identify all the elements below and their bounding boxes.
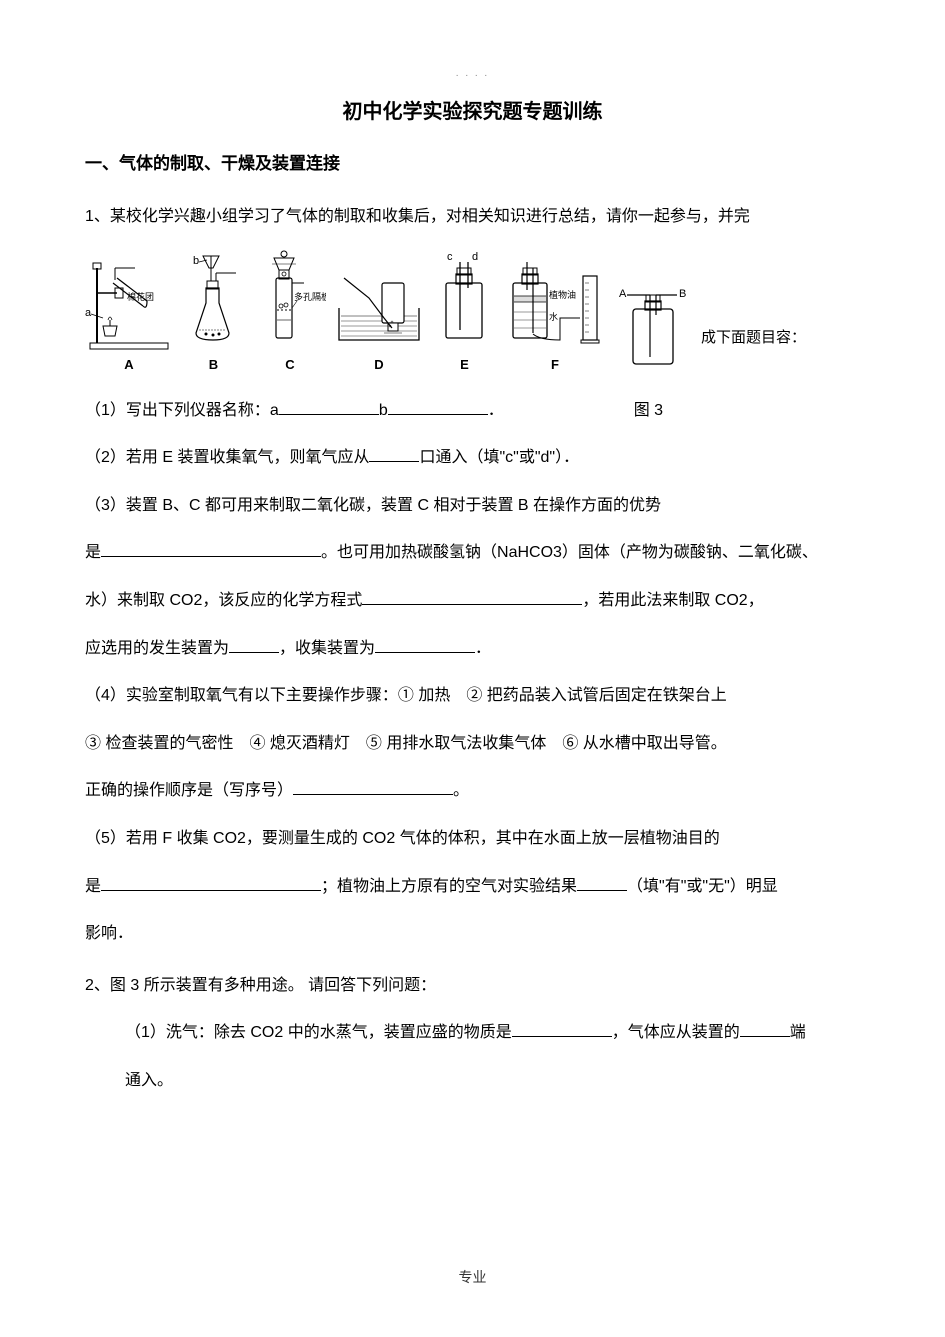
- blank: [369, 446, 419, 462]
- q1-3-line1: （3）装置 B、C 都可用来制取二氧化碳，装置 C 相对于装置 B 在操作方面的…: [85, 485, 860, 527]
- diagram-a-label: A: [124, 357, 133, 372]
- q1-5-l2-pre: 是: [85, 878, 101, 895]
- diagram-c: 多孔隔板 C: [254, 248, 326, 372]
- q2-intro: 2、图 3 所示装置有多种用途。 请回答下列问题：: [85, 965, 860, 1007]
- diagram-e: c d E: [432, 248, 497, 372]
- blank: [279, 399, 379, 415]
- diagram-a: 棉花团 a A: [85, 248, 173, 372]
- q1-5-line2: 是 ；植物油上方原有的空气对实验结果 （填"有"或"无"）明显: [85, 866, 860, 908]
- diagram-e-label: E: [460, 357, 469, 372]
- q2-1-cont: 通入。: [85, 1060, 860, 1102]
- q2-1-pre: （1）洗气：除去 CO2 中的水蒸气，装置应盛的物质是: [125, 1024, 512, 1041]
- diagram-g: A B: [613, 277, 693, 372]
- q1-5-l2-mid: ；植物油上方原有的空气对实验结果: [321, 878, 577, 895]
- diagram-b-label: B: [209, 357, 218, 372]
- q1-3-line4: 应选用的发生装置为 ，收集装置为 ．: [85, 628, 860, 670]
- blank: [577, 875, 627, 891]
- q2-1-end: 端: [790, 1024, 806, 1041]
- svg-text:c: c: [447, 251, 453, 263]
- q1-2: （2）若用 E 装置收集氧气，则氧气应从 口通入（填"c"或"d"）．: [85, 437, 860, 479]
- svg-text:a: a: [85, 307, 92, 319]
- diagram-f: 植物油 水 F: [505, 248, 605, 372]
- q2-1: （1）洗气：除去 CO2 中的水蒸气，装置应盛的物质是 ，气体应从装置的 端: [85, 1012, 860, 1054]
- q1-1-pre: （1）写出下列仪器名称：a: [85, 402, 279, 419]
- blank: [293, 779, 453, 795]
- q1-intro: 1、某校化学兴趣小组学习了气体的制取和收集后，对相关知识进行总结，请你一起参与，…: [85, 196, 860, 238]
- q1-5-line3: 影响．: [85, 913, 860, 955]
- diagram-b: b B: [181, 248, 246, 372]
- q1-2-pre: （2）若用 E 装置收集氧气，则氧气应从: [85, 449, 369, 466]
- q1-4-line3: 正确的操作顺序是（写序号） 。: [85, 770, 860, 812]
- q1-3-line3: 水）来制取 CO2，该反应的化学方程式 ，若用此法来制取 CO2，: [85, 580, 860, 622]
- section-heading: 一、气体的制取、干燥及装置连接: [85, 149, 860, 174]
- blank: [388, 399, 488, 415]
- diagram-d: D: [334, 248, 424, 372]
- fig3-label: 图 3: [634, 390, 663, 432]
- diagram-d-label: D: [374, 357, 383, 372]
- diagram-f-label: F: [551, 357, 559, 372]
- svg-text:A: A: [619, 288, 627, 300]
- q1-3-l4-mid: ，收集装置为: [279, 640, 375, 657]
- svg-text:d: d: [472, 251, 478, 263]
- q1-3-l2-mid: 。也可用加热碳酸氢钠（NaHCO3）固体（产物为碳酸钠、二氧化碳、: [321, 544, 818, 561]
- q1-3-l2-pre: 是: [85, 544, 101, 561]
- q1-3-line2: 是 。也可用加热碳酸氢钠（NaHCO3）固体（产物为碳酸钠、二氧化碳、: [85, 532, 860, 574]
- blank: [740, 1021, 790, 1037]
- svg-text:B: B: [679, 288, 686, 300]
- cotton-label: 棉花团: [127, 291, 154, 302]
- footer: 专业: [0, 1267, 945, 1287]
- diagram-c-label: C: [285, 357, 294, 372]
- blank: [101, 541, 321, 557]
- q2-1-mid: ，气体应从装置的: [612, 1024, 740, 1041]
- svg-text:水: 水: [549, 311, 558, 322]
- q1-5-line1: （5）若用 F 收集 CO2，要测量生成的 CO2 气体的体积，其中在水面上放一…: [85, 818, 860, 860]
- q1-4-l3-pre: 正确的操作顺序是（写序号）: [85, 782, 293, 799]
- q1-4-line1: （4）实验室制取氧气有以下主要操作步骤：① 加热 ② 把药品装入试管后固定在铁架…: [85, 675, 860, 717]
- q1-2-end: 口通入（填"c"或"d"）．: [419, 449, 579, 466]
- blank: [101, 875, 321, 891]
- q1-4-l3-end: 。: [453, 782, 469, 799]
- blank: [229, 637, 279, 653]
- svg-text:植物油: 植物油: [549, 289, 576, 300]
- blank: [512, 1021, 612, 1037]
- q1-1: （1）写出下列仪器名称：a b ． 图 3: [85, 390, 860, 432]
- page-title: 初中化学实验探究题专题训练: [85, 95, 860, 124]
- q1-3-l3-end: ，若用此法来制取 CO2，: [582, 592, 763, 609]
- blank: [362, 589, 582, 605]
- inline-continue-text: 成下面题目容：: [701, 326, 806, 347]
- q1-4-line2: ③ 检查装置的气密性 ④ 熄灭酒精灯 ⑤ 用排水取气法收集气体 ⑥ 从水槽中取出…: [85, 723, 860, 765]
- q1-3-l4-end: ．: [475, 640, 491, 657]
- q1-1-mid: b: [379, 402, 388, 419]
- q1-5-l2-end: （填"有"或"无"）明显: [627, 878, 778, 895]
- diagram-row: 棉花团 a A b: [85, 248, 860, 372]
- q1-3-l4-pre: 应选用的发生装置为: [85, 640, 229, 657]
- blank: [375, 637, 475, 653]
- header-dots: . . . .: [0, 68, 945, 79]
- q1-3-l3-pre: 水）来制取 CO2，该反应的化学方程式: [85, 592, 362, 609]
- svg-text:b: b: [193, 255, 199, 267]
- q1-1-end: ．: [488, 402, 504, 419]
- svg-text:多孔隔板: 多孔隔板: [294, 291, 326, 302]
